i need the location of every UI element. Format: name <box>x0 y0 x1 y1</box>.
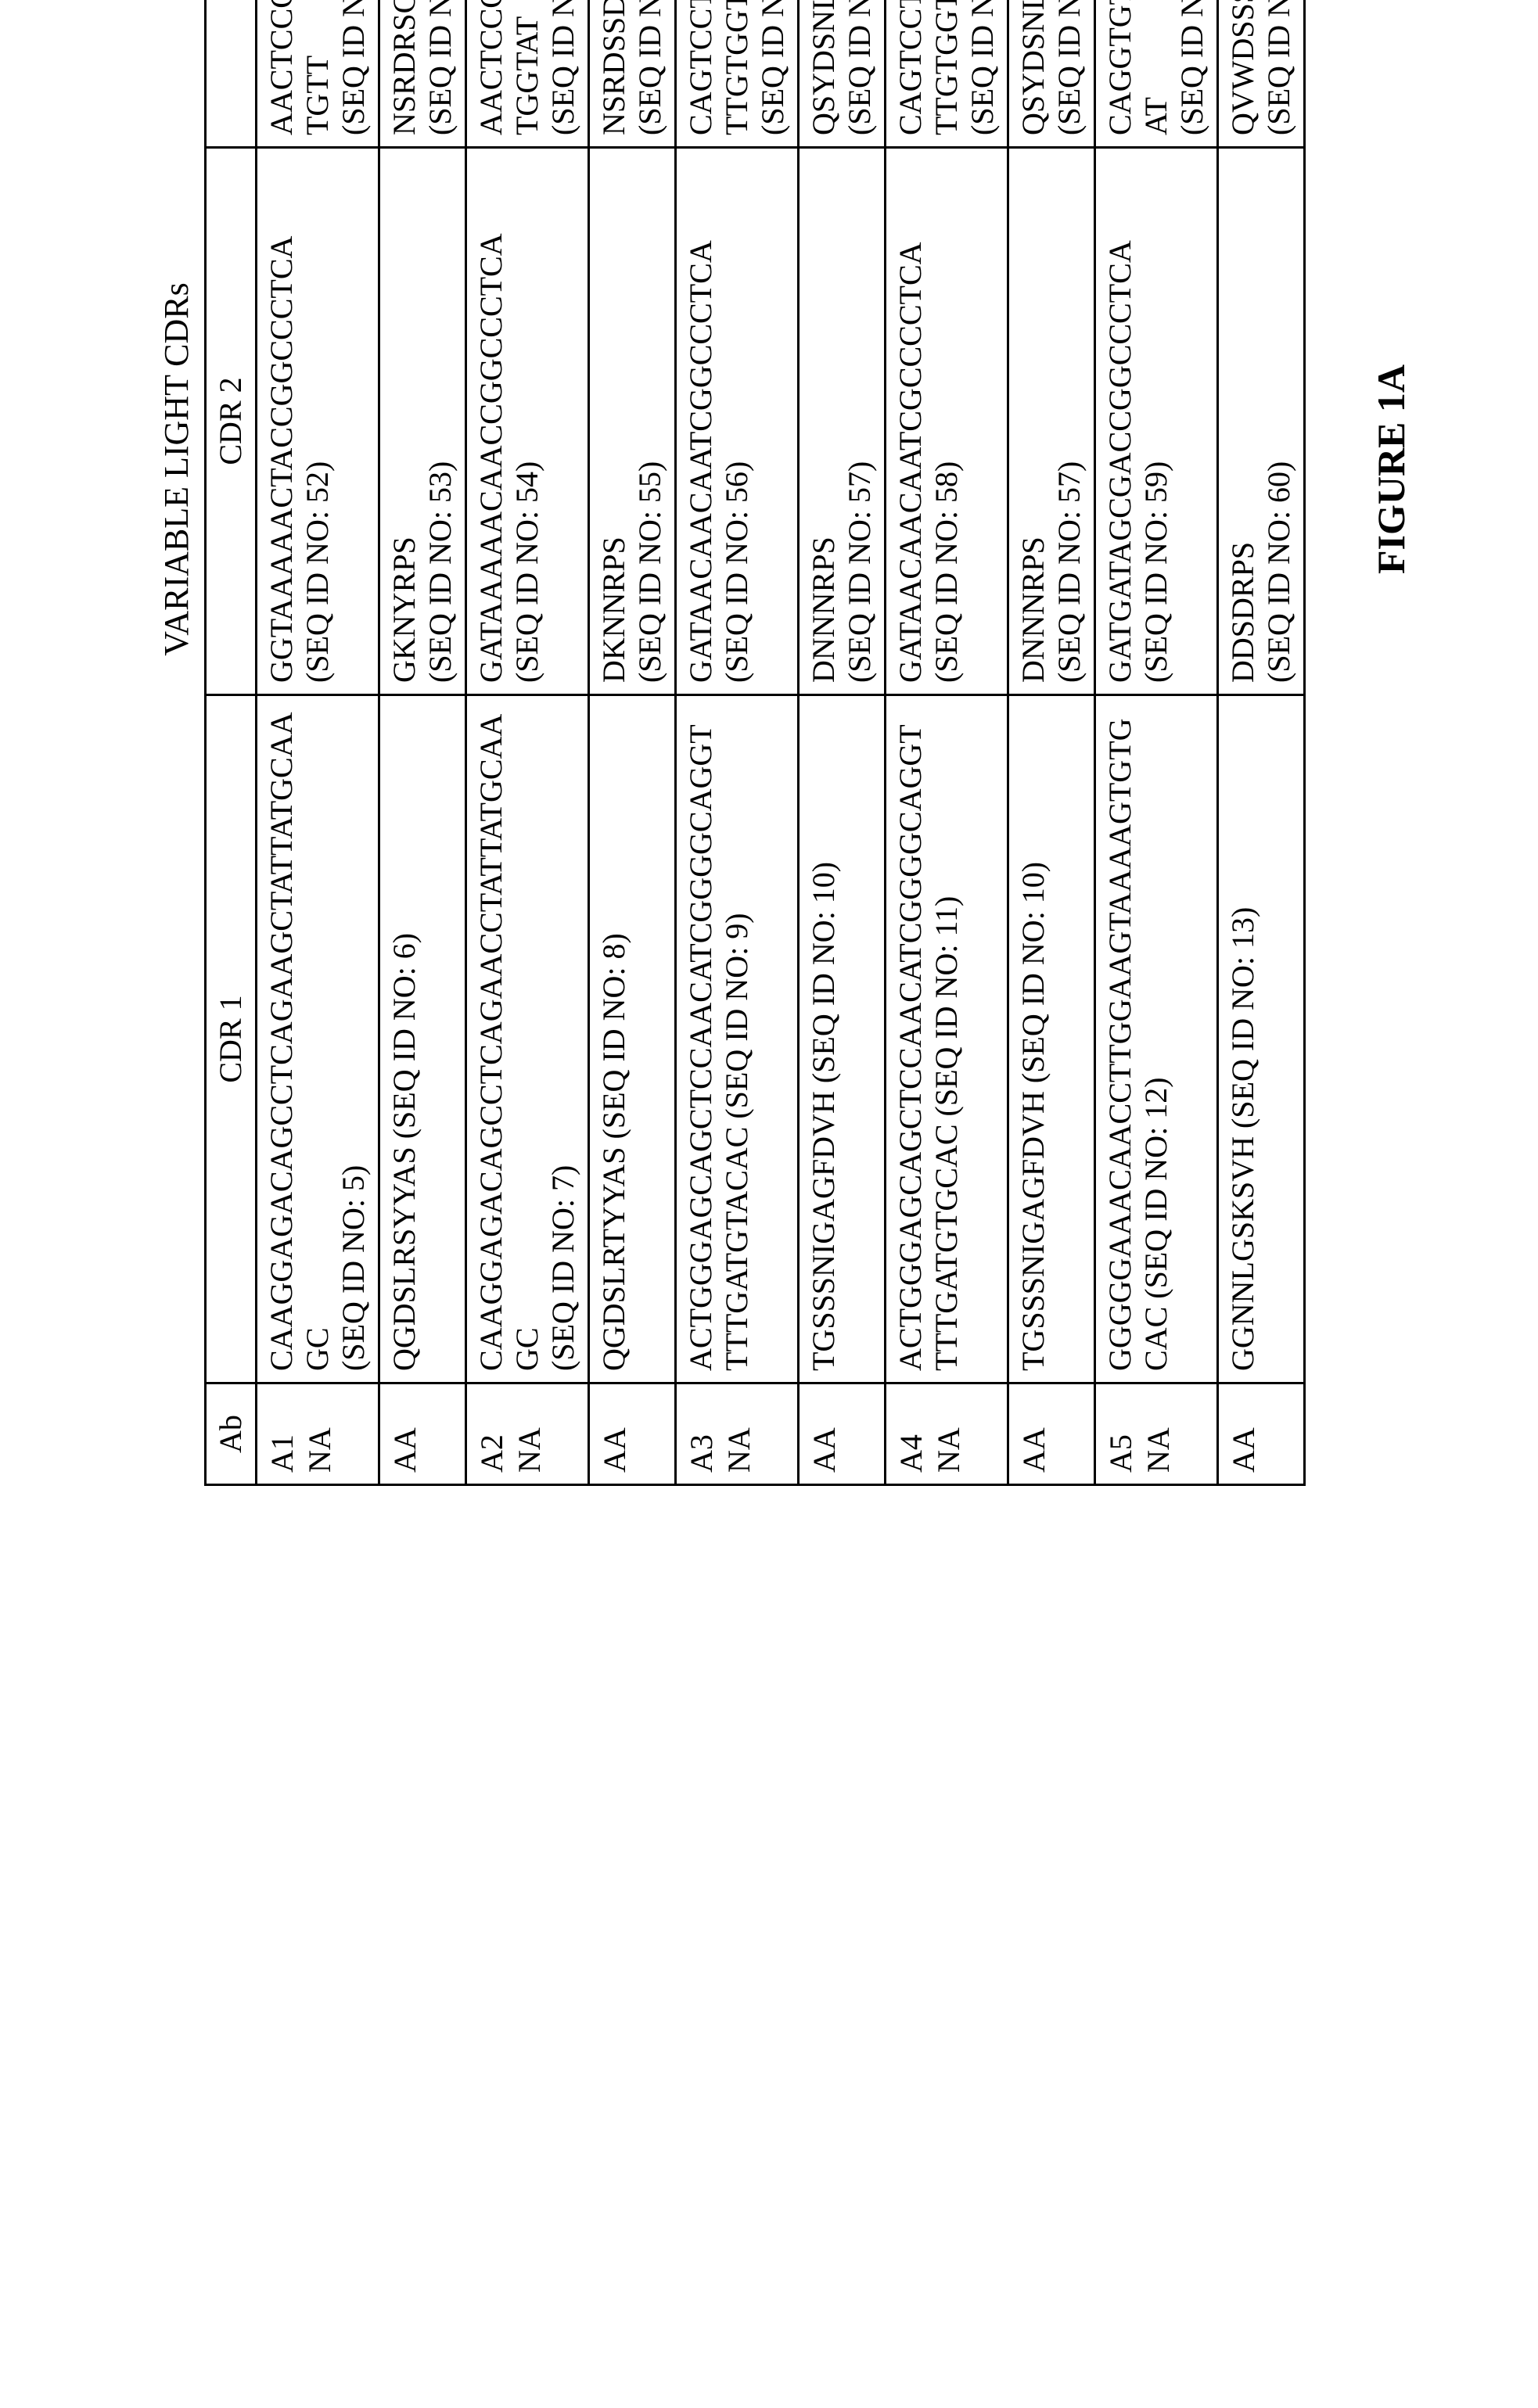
cell-cdr1: TGSSSNIGAGFDVH (SEQ ID NO: 10) <box>799 695 886 1383</box>
table-row: A5NAGGGGGAAACAACCTTGGAAGTAAAAGTGTGCAC (S… <box>1095 0 1218 1485</box>
cell-cdr3: QSYDSNLSGSIVV(SEQ ID NO: 102) <box>799 0 886 148</box>
cell-cdr2: GATGATAGCGACCGGCCCTCA(SEQ ID NO: 59) <box>1095 148 1218 695</box>
cell-cdr1: QGDSLRSYYAS (SEQ ID NO: 6) <box>379 695 466 1383</box>
header-cdr1: CDR 1 <box>206 695 257 1383</box>
cell-cdr1: QGDSLRTYYAS (SEQ ID NO: 8) <box>589 695 676 1383</box>
cell-cdr3: QVWDSSSDHVV(SEQ ID NO: 105) <box>1218 0 1305 148</box>
cell-ab: AA <box>379 1383 466 1485</box>
table-row: AAGGNNLGSKSVH (SEQ ID NO: 13)DDSDRPS(SEQ… <box>1218 0 1305 1485</box>
header-ab: Ab <box>206 1383 257 1485</box>
cell-ab: AA <box>799 1383 886 1485</box>
cell-ab: AA <box>589 1383 676 1485</box>
cell-cdr2: GATAACAACAATCGGCCCTCA(SEQ ID NO: 56) <box>676 148 799 695</box>
cell-cdr2: DKNNRPS(SEQ ID NO: 55) <box>589 148 676 695</box>
cell-ab: AA <box>1218 1383 1305 1485</box>
figure-label: FIGURE 1A <box>1368 0 1414 1486</box>
header-row: Ab CDR 1 CDR 2 CDR 3 <box>206 0 257 1485</box>
cell-cdr3: AACTCCCGGGACAGAAGTGGTAACCATCTGGTGTT(SEQ … <box>257 0 379 148</box>
cell-ab: AA <box>1008 1383 1095 1485</box>
cell-cdr1: GGNNLGSKSVH (SEQ ID NO: 13) <box>1218 695 1305 1383</box>
cell-cdr2: GKNYRPS(SEQ ID NO: 53) <box>379 148 466 695</box>
cell-cdr1: GGGGGAAACAACCTTGGAAGTAAAAGTGTGCAC (SEQ I… <box>1095 695 1218 1383</box>
table-title: VARIABLE LIGHT CDRs <box>156 0 196 1486</box>
table-row: AATGSSSNIGAGFDVH (SEQ ID NO: 10)DNNNRPS(… <box>799 0 886 1485</box>
header-cdr2: CDR 2 <box>206 148 257 695</box>
cell-cdr3: CAGTCCTATGACAGCAACCTGAGTGGTTCGATTGTGGTAT… <box>886 0 1008 148</box>
cell-cdr2: DNNNRPS(SEQ ID NO: 57) <box>1008 148 1095 695</box>
table-row: AAQGDSLRTYYAS (SEQ ID NO: 8)DKNNRPS(SEQ … <box>589 0 676 1485</box>
cell-cdr3: QSYDSNLSGSIVV(SEQ ID NO: 102) <box>1008 0 1095 148</box>
cell-ab: A1NA <box>257 1383 379 1485</box>
cell-ab: A3NA <box>676 1383 799 1485</box>
cell-cdr3: AACTCCCGGGACAGCAGTGATAACCATCTAGTGGTAT(SE… <box>466 0 589 148</box>
table-row: A3NAACTGGGAGCAGCTCCAACATCGGGGCAGGTTTTGAT… <box>676 0 799 1485</box>
cdr-table: Ab CDR 1 CDR 2 CDR 3 A1NACAAGGAGACAGCCTC… <box>204 0 1306 1486</box>
table-row: AAQGDSLRSYYAS (SEQ ID NO: 6)GKNYRPS(SEQ … <box>379 0 466 1485</box>
cell-cdr1: CAAGGAGACAGCCTCAGAACCTATTATGCAAGC(SEQ ID… <box>466 695 589 1383</box>
cell-cdr2: DNNNRPS(SEQ ID NO: 57) <box>799 148 886 695</box>
cell-cdr3: CAGTCCTATGACAGCAACCTGAGTGGTTCGATTGTGGTTT… <box>676 0 799 148</box>
table-row: A2NACAAGGAGACAGCCTCAGAACCTATTATGCAAGC(SE… <box>466 0 589 1485</box>
cell-cdr1: ACTGGGAGCAGCTCCAACATCGGGGCAGGTTTTGATGTGC… <box>886 695 1008 1383</box>
cell-ab: A4NA <box>886 1383 1008 1485</box>
table-row: A1NACAAGGAGACAGCCTCAGAAGCTATTATGCAAGC(SE… <box>257 0 379 1485</box>
cell-cdr2: DDSDRPS(SEQ ID NO: 60) <box>1218 148 1305 695</box>
table-row: AATGSSSNIGAGFDVH (SEQ ID NO: 10)DNNNRPS(… <box>1008 0 1095 1485</box>
cell-cdr2: GATAAAAACAACCGGCCCTCA(SEQ ID NO: 54) <box>466 148 589 695</box>
cell-cdr3: NSRDRSGNHLV(SEQ ID NO: 98) <box>379 0 466 148</box>
header-cdr3: CDR 3 <box>206 0 257 148</box>
cell-cdr2: GATAACAACAATCGCCCCTCA(SEQ ID NO: 58) <box>886 148 1008 695</box>
cell-cdr1: TGSSSNIGAGFDVH (SEQ ID NO: 10) <box>1008 695 1095 1383</box>
cell-cdr3: CAGGTGTGGGATAGTAGTAGTGATCATGTGGTAT(SEQ I… <box>1095 0 1218 148</box>
cell-cdr1: ACTGGGAGCAGCTCCAACATCGGGGCAGGTTTTGATGTAC… <box>676 695 799 1383</box>
cell-cdr1: CAAGGAGACAGCCTCAGAAGCTATTATGCAAGC(SEQ ID… <box>257 695 379 1383</box>
cell-cdr2: GGTAAAAACTACCGGCCCTCA(SEQ ID NO: 52) <box>257 148 379 695</box>
cell-ab: A5NA <box>1095 1383 1218 1485</box>
cell-ab: A2NA <box>466 1383 589 1485</box>
cell-cdr3: NSRDSSDNHLVV(SEQ ID NO: 100) <box>589 0 676 148</box>
table-row: A4NAACTGGGAGCAGCTCCAACATCGGGGCAGGTTTTGAT… <box>886 0 1008 1485</box>
